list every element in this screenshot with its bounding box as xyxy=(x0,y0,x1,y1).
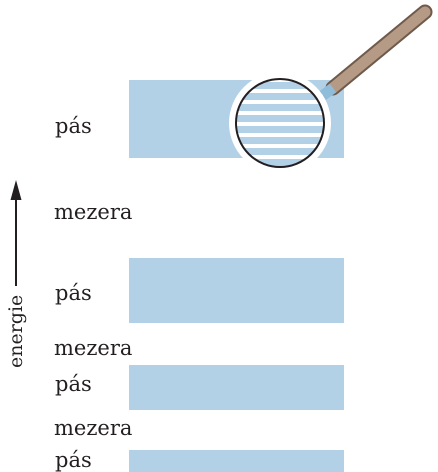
gap-label-middle: mezera xyxy=(54,336,133,360)
magnifier-lens xyxy=(236,79,324,167)
energy-band-middle xyxy=(129,258,344,323)
magnifier-rim xyxy=(235,78,325,168)
magnifying-glass-icon xyxy=(229,4,433,174)
axis-label-energie: energie xyxy=(5,294,27,368)
energy-band-lower xyxy=(129,365,344,410)
energy-axis-arrow xyxy=(10,180,22,286)
band-label-bottom: pás xyxy=(55,448,92,472)
discrete-levels xyxy=(236,82,324,166)
gap-label-top: mezera xyxy=(54,200,133,224)
band-label-middle: pás xyxy=(55,281,92,305)
band-label-top: pás xyxy=(55,114,92,138)
gap-label-lower: mezera xyxy=(54,416,133,440)
energy-band-bottom xyxy=(129,450,344,472)
band-label-lower: pás xyxy=(55,372,92,396)
